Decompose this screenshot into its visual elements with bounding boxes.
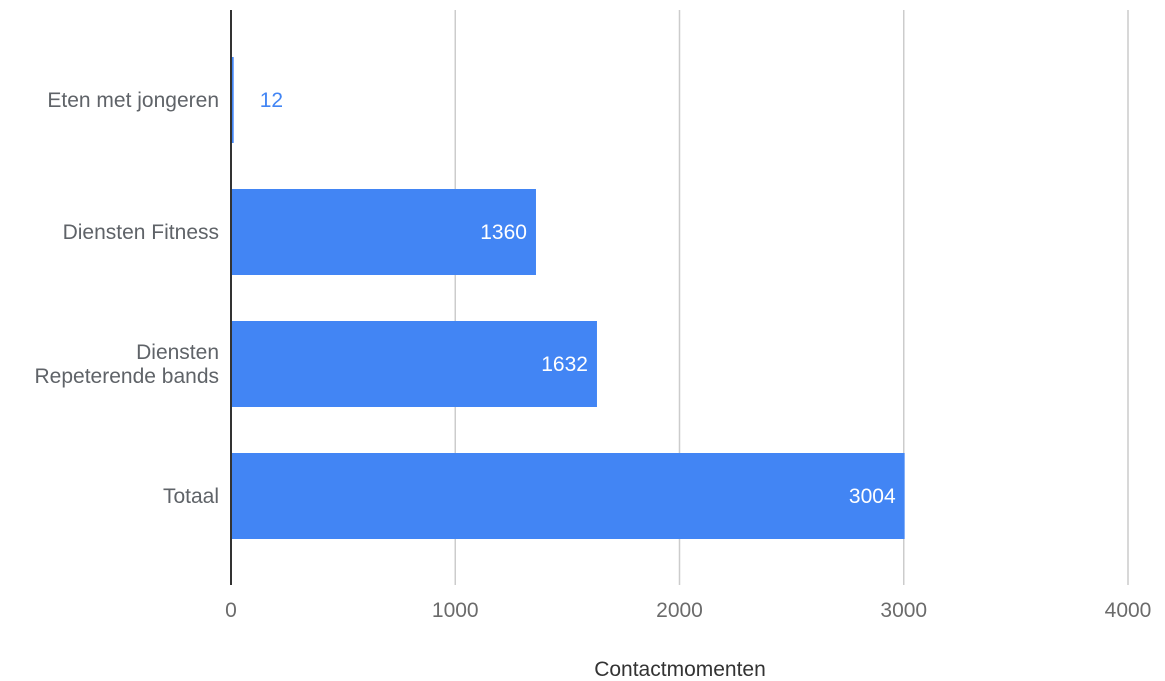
bar: [231, 189, 536, 275]
x-tick-label: 2000: [656, 599, 703, 622]
bar: [231, 453, 905, 539]
data-label: 12: [260, 89, 283, 112]
category-label: Eten met jongeren: [47, 89, 219, 112]
category-label-line: Totaal: [163, 485, 219, 508]
x-tick-labels: 0 1000 2000 3000 4000: [225, 599, 1151, 622]
category-label-line: Repeterende bands: [35, 365, 219, 388]
x-tick-label: 3000: [880, 599, 927, 622]
bar: [231, 321, 597, 407]
bars: [231, 57, 905, 539]
data-labels: 12 1360 1632 3004: [260, 89, 896, 508]
category-label: Diensten Repeterende bands: [35, 341, 219, 388]
category-label: Totaal: [163, 485, 219, 508]
data-label: 1632: [541, 353, 588, 376]
category-labels: Eten met jongeren Diensten Fitness Dienste…: [35, 89, 219, 508]
category-label-line: Diensten Fitness: [63, 221, 219, 244]
x-tick-label: 4000: [1105, 599, 1152, 622]
category-label-line: Diensten: [136, 341, 219, 364]
x-tick-label: 0: [225, 599, 237, 622]
x-tick-label: 1000: [432, 599, 479, 622]
category-label: Diensten Fitness: [63, 221, 219, 244]
data-label: 1360: [480, 221, 527, 244]
x-axis-title: Contactmomenten: [594, 658, 766, 681]
category-label-line: Eten met jongeren: [47, 89, 219, 112]
bar: [231, 57, 234, 143]
data-label: 3004: [849, 485, 896, 508]
